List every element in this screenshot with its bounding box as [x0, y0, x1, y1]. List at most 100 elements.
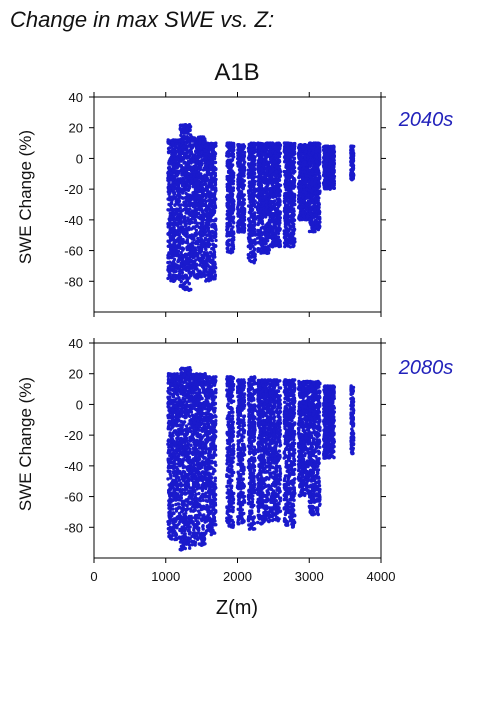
- scatter-point: [176, 264, 181, 268]
- scatter-point: [260, 169, 264, 173]
- scatter-point: [200, 159, 204, 163]
- scatter-point: [179, 235, 183, 240]
- scatter-point: [204, 152, 208, 156]
- scatter-point: [179, 203, 183, 207]
- scatter-point: [166, 225, 170, 229]
- scatter-point: [200, 175, 204, 179]
- scatter-point: [207, 172, 212, 177]
- scatter-point: [271, 226, 275, 230]
- scatter-point: [283, 172, 288, 177]
- scatter-point: [293, 152, 297, 156]
- scatter-point: [288, 185, 293, 189]
- scatter-point: [240, 143, 244, 147]
- scatter-point: [179, 164, 183, 168]
- scatter-point: [252, 187, 257, 192]
- scatter-point: [172, 270, 176, 274]
- scatter-point: [236, 221, 240, 225]
- scatter-point: [212, 277, 216, 281]
- scatter-point: [241, 180, 245, 184]
- scatter-point: [194, 188, 198, 192]
- scatter-point: [212, 193, 217, 197]
- scatter-point: [171, 186, 175, 190]
- scatter-point: [183, 160, 187, 165]
- scatter-point: [169, 160, 173, 164]
- scatter-point: [204, 267, 208, 271]
- scatter-point: [185, 193, 190, 197]
- scatter-point: [289, 155, 294, 159]
- scatter-point: [174, 246, 179, 250]
- scatter-point: [189, 174, 193, 178]
- scatter-point: [292, 231, 296, 236]
- scatter-point: [270, 143, 275, 147]
- scatter-point: [282, 229, 286, 233]
- scatter-point: [230, 210, 235, 214]
- scatter-point: [207, 204, 212, 208]
- scatter-point: [201, 186, 205, 191]
- scatter-point: [167, 186, 171, 190]
- scatter-point: [265, 251, 269, 255]
- scatter-point: [192, 217, 197, 221]
- scatter-point: [252, 142, 256, 146]
- scatter-point: [257, 143, 262, 147]
- scatter-point: [200, 239, 204, 244]
- scatter-point: [277, 193, 281, 198]
- scatter-point: [292, 177, 296, 181]
- scatter-point: [225, 150, 230, 154]
- scatter-point: [192, 170, 197, 175]
- scatter-point: [225, 187, 230, 191]
- scatter-point: [231, 240, 235, 245]
- scatter-point: [198, 173, 202, 177]
- scatter-point: [177, 243, 182, 247]
- scatter-point: [196, 170, 201, 174]
- scatter-point: [211, 218, 215, 223]
- scatter-point: [211, 212, 215, 217]
- scatter-point: [248, 187, 253, 191]
- scatter-point: [230, 249, 234, 253]
- scenario-label: A1B: [214, 59, 259, 86]
- scatter-point: [200, 179, 204, 183]
- scatter-point: [231, 203, 235, 207]
- scatter-point: [179, 151, 184, 156]
- scatter-point: [180, 139, 184, 144]
- scatter-point: [268, 153, 273, 157]
- scatter-point: [191, 191, 195, 195]
- scatter-point: [181, 189, 186, 193]
- scatter-point: [242, 153, 246, 157]
- scatter-point: [285, 180, 290, 184]
- scatter-point: [292, 166, 297, 170]
- scatter-point: [170, 171, 174, 176]
- scatter-point: [171, 210, 176, 215]
- scatter-point: [264, 208, 268, 212]
- scatter-point: [205, 206, 209, 211]
- scatter-point: [171, 169, 175, 173]
- scatter-point: [203, 137, 207, 141]
- scatter-point: [207, 270, 212, 275]
- scatter-point: [169, 243, 173, 248]
- scatter-point: [214, 197, 218, 201]
- scatter-point: [256, 187, 260, 191]
- scatter-point: [228, 178, 232, 182]
- scatter-point: [226, 154, 231, 158]
- scatter-point: [287, 193, 292, 198]
- scatter-point: [179, 253, 184, 258]
- scatter-point: [189, 243, 193, 247]
- scatter-point: [189, 161, 193, 165]
- scatter-point: [259, 251, 263, 255]
- scatter-point: [225, 250, 230, 254]
- scatter-point: [208, 145, 212, 150]
- scatter-point: [292, 145, 296, 149]
- scatter-point: [230, 194, 234, 199]
- scatter-point: [166, 197, 170, 201]
- scatter-point: [169, 222, 173, 226]
- scatter-point: [284, 143, 288, 147]
- scatter-point: [169, 201, 174, 205]
- scatter-point: [197, 248, 201, 253]
- scatter-point: [185, 129, 189, 134]
- scatter-point: [205, 193, 209, 197]
- scatter-point: [268, 243, 272, 248]
- scatter-point: [176, 249, 180, 253]
- scatter-point: [287, 172, 291, 176]
- scatter-point: [237, 174, 241, 178]
- scatter-point: [278, 239, 282, 244]
